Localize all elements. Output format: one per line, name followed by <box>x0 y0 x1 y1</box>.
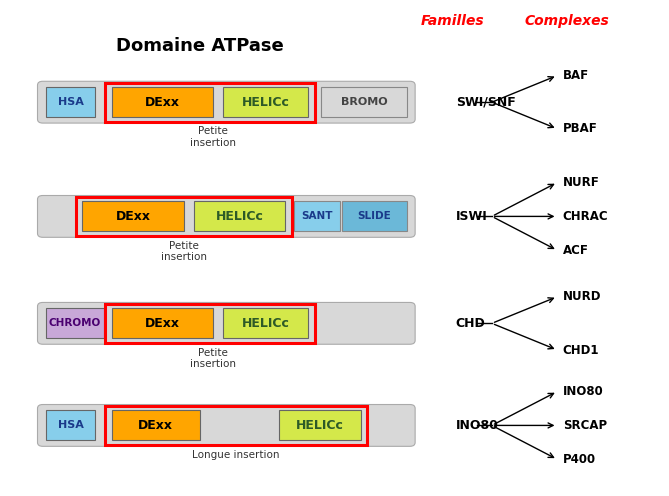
Text: HSA: HSA <box>58 421 84 431</box>
Bar <box>193 201 285 231</box>
Text: PBAF: PBAF <box>563 123 597 135</box>
Text: DExx: DExx <box>138 419 173 432</box>
Text: Petite
insertion: Petite insertion <box>190 126 236 148</box>
Text: HELICc: HELICc <box>215 210 264 223</box>
Bar <box>46 87 95 117</box>
Bar <box>112 87 213 117</box>
Text: SRCAP: SRCAP <box>563 419 607 432</box>
Bar <box>223 309 308 338</box>
Bar <box>46 411 95 440</box>
Text: CHROMO: CHROMO <box>49 318 101 328</box>
Text: NURF: NURF <box>563 176 599 189</box>
Text: CHD: CHD <box>456 317 486 330</box>
Text: SLIDE: SLIDE <box>358 211 391 221</box>
Text: INO80: INO80 <box>456 419 498 432</box>
Text: Petite
insertion: Petite insertion <box>190 348 236 369</box>
Text: ISWI: ISWI <box>456 210 488 223</box>
Text: HELICc: HELICc <box>296 419 344 432</box>
Text: DExx: DExx <box>115 210 151 223</box>
FancyBboxPatch shape <box>37 81 415 123</box>
Text: CHRAC: CHRAC <box>563 210 608 223</box>
Text: Petite
insertion: Petite insertion <box>161 241 207 262</box>
Bar <box>112 411 200 440</box>
Text: NURD: NURD <box>563 290 601 303</box>
Bar <box>112 309 213 338</box>
Bar <box>46 309 104 338</box>
Text: Domaine ATPase: Domaine ATPase <box>116 37 284 55</box>
Bar <box>105 406 367 445</box>
Text: BAF: BAF <box>563 69 589 82</box>
Text: ACF: ACF <box>563 244 589 257</box>
FancyBboxPatch shape <box>37 405 415 446</box>
Text: SWI/SNF: SWI/SNF <box>456 96 516 109</box>
Text: INO80: INO80 <box>563 385 603 398</box>
Text: HSA: HSA <box>58 97 84 107</box>
Text: HELICc: HELICc <box>242 96 290 109</box>
Bar <box>294 201 340 231</box>
FancyBboxPatch shape <box>37 303 415 344</box>
Bar <box>279 411 361 440</box>
FancyBboxPatch shape <box>37 195 415 237</box>
Bar <box>343 201 407 231</box>
Text: Familles: Familles <box>421 13 484 27</box>
Text: SANT: SANT <box>301 211 332 221</box>
Bar <box>76 197 292 236</box>
Bar <box>321 87 407 117</box>
Text: DExx: DExx <box>145 317 180 330</box>
Bar <box>105 83 315 122</box>
Text: DExx: DExx <box>145 96 180 109</box>
Text: P400: P400 <box>563 453 596 466</box>
Bar <box>223 87 308 117</box>
Text: Longue insertion: Longue insertion <box>193 450 280 460</box>
Text: BROMO: BROMO <box>341 97 387 107</box>
Text: HELICc: HELICc <box>242 317 290 330</box>
Text: CHD1: CHD1 <box>563 344 599 357</box>
Bar <box>105 304 315 343</box>
Text: Complexes: Complexes <box>525 13 609 27</box>
Bar <box>82 201 184 231</box>
